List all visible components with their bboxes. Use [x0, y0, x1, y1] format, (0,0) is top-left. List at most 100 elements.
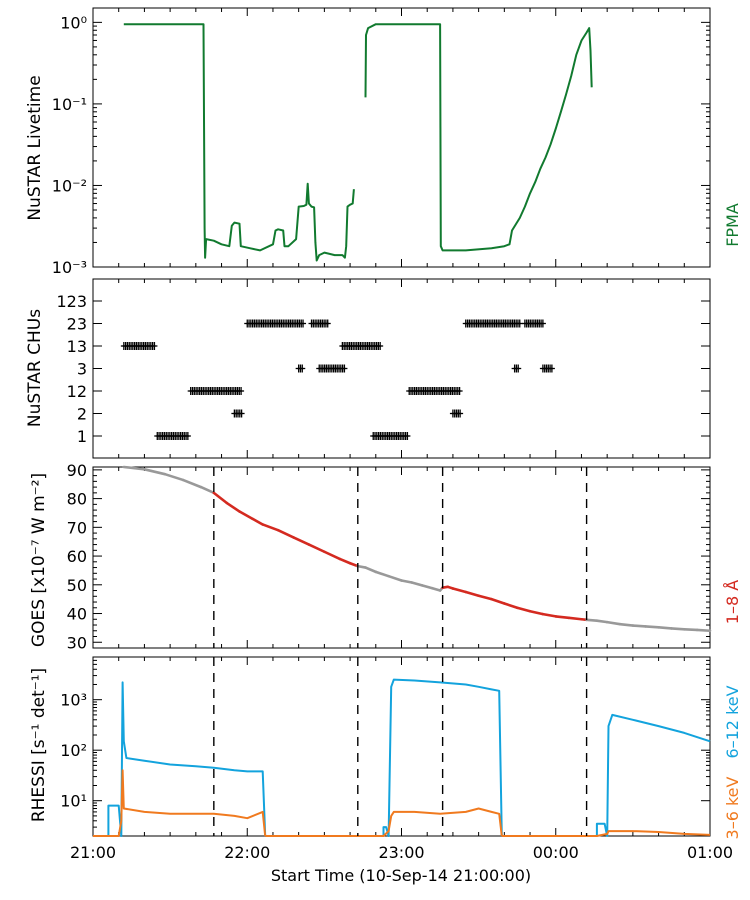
goes-line-segment: [605, 620, 622, 626]
goes-line-segment: [199, 485, 216, 495]
x-tick-labels: 21:00 22:00 23:00 00:00 01:00: [70, 843, 733, 862]
y-tick-label: 60: [67, 547, 87, 566]
goes-line-segment: [695, 628, 712, 633]
x-tick-label: 22:00: [224, 843, 270, 862]
chu-run-7: [316, 364, 348, 373]
goes-line-segment: [364, 566, 378, 574]
y-tick-label: 10³: [60, 691, 87, 710]
y-tick-label: 10⁻²: [52, 176, 87, 195]
goes-line-segment: [464, 590, 480, 598]
y-tick-label: 10¹: [60, 792, 87, 811]
x-tick-label: 23:00: [378, 843, 424, 862]
panel-ylabel-livetime: NuSTAR Livetime: [25, 75, 45, 220]
y-tick-label: 30: [67, 633, 87, 652]
livetime-panel: 10⁰ 10⁻¹ 10⁻² 10⁻³: [52, 7, 711, 277]
goes-line-segment: [122, 465, 146, 471]
goes-line-segment: [238, 510, 254, 521]
fpma-line-segment-1: [364, 23, 593, 252]
panel-frame-1: [92, 278, 711, 459]
goes-line-segment: [595, 619, 609, 624]
panel-ylabel-chus: NuSTAR CHUs: [25, 309, 45, 427]
goes-line-segment: [261, 523, 280, 532]
goes-line-segment: [631, 624, 648, 628]
chu-run-8: [339, 342, 384, 350]
goes-line-segment: [644, 625, 660, 629]
x-axis-label: Start Time (10-Sep-14 21:00:00): [271, 866, 531, 885]
goes-line-segment: [348, 561, 360, 568]
chu-run-13: [521, 319, 546, 328]
chu-run-11: [449, 409, 464, 418]
y-tick-label: 13: [67, 337, 87, 356]
goes-line-segment: [292, 536, 311, 546]
chu-run-9: [370, 432, 411, 440]
goes-line-segment: [225, 501, 241, 513]
goes-line-segment: [374, 570, 390, 578]
goes-line-segment: [431, 586, 442, 592]
goes-line-segment: [338, 557, 352, 565]
x-tick-label: 21:00: [70, 843, 116, 862]
chu-run-0: [120, 342, 158, 350]
goes-line-segment: [657, 626, 673, 630]
panel-ylabel-goes: GOES [x10⁻⁷ W m⁻²]: [29, 473, 49, 647]
chu-run-15: [539, 364, 555, 373]
legend-rhessi-low: 3–6 keV: [723, 776, 742, 839]
chu-run-6: [295, 364, 306, 373]
y-tick-label: 1: [77, 427, 87, 446]
y-tick-label: 10⁻³: [52, 258, 87, 277]
chu-run-2: [187, 387, 245, 395]
y-tick-label: 3: [77, 360, 87, 379]
legend-rhessi-high: 6–12 keV: [723, 685, 742, 758]
goes-line-segment: [251, 517, 264, 526]
chu-run-14: [511, 364, 522, 373]
y-tick-label: 10⁻¹: [52, 95, 87, 114]
goes-line-segment: [567, 616, 583, 621]
y-tick-label: 40: [67, 605, 87, 624]
rhessi-low-line-2: [501, 830, 711, 837]
y-tick-label: 80: [67, 490, 87, 509]
rhessi-panel: 10³ 10² 10¹: [60, 656, 711, 837]
chu-run-3: [231, 409, 245, 418]
goes-line-segment: [400, 579, 414, 584]
goes-line-segment: [585, 618, 599, 623]
legend-goes: 1–8 Å: [723, 580, 742, 624]
rhessi-low-line-1: [265, 807, 503, 837]
chu-run-10: [406, 387, 463, 395]
goes-line-segment: [323, 550, 342, 561]
panel-frame-3: [92, 656, 711, 837]
rhessi-low-line-0: [93, 769, 267, 837]
goes-line-segment: [554, 615, 570, 620]
panel-frame-2: [92, 466, 711, 649]
chu-run-1: [154, 432, 191, 440]
rhessi-high-line-2: [501, 713, 711, 837]
panel-ylabel-rhessi: RHESSI [s⁻¹ det⁻¹]: [29, 668, 49, 822]
goes-line-segment: [670, 627, 686, 631]
goes-line-segment: [618, 622, 635, 627]
goes-panel: 30 40 50 60 70 80 90: [67, 461, 712, 652]
goes-line-segment: [181, 478, 203, 489]
goes-line-segment: [451, 587, 468, 594]
y-tick-label: 23: [67, 315, 87, 334]
goes-line-segment: [503, 602, 519, 610]
goes-line-segment: [307, 543, 326, 554]
goes-line-segment: [410, 581, 424, 587]
y-tick-label: 12: [67, 382, 87, 401]
goes-line-segment: [420, 584, 434, 590]
goes-line-segment: [276, 528, 295, 539]
goes-line-segment: [490, 597, 506, 605]
goes-line-segment: [163, 472, 185, 482]
y-tick-label: 10²: [60, 741, 87, 760]
chu-run-12: [462, 319, 523, 328]
y-tick-label: 10⁰: [60, 13, 87, 32]
y-tick-label: 50: [67, 576, 87, 595]
chu-run-5: [308, 319, 331, 328]
goes-line-segment: [387, 574, 403, 582]
goes-line-segment: [682, 628, 699, 632]
y-tick-label: 123: [56, 292, 87, 311]
x-tick-label: 01:00: [687, 843, 733, 862]
rhessi-high-line-0: [93, 681, 267, 837]
goes-line-segment: [477, 594, 493, 601]
y-tick-label: 90: [67, 461, 87, 480]
legend-fpma: FPMA: [723, 203, 742, 247]
